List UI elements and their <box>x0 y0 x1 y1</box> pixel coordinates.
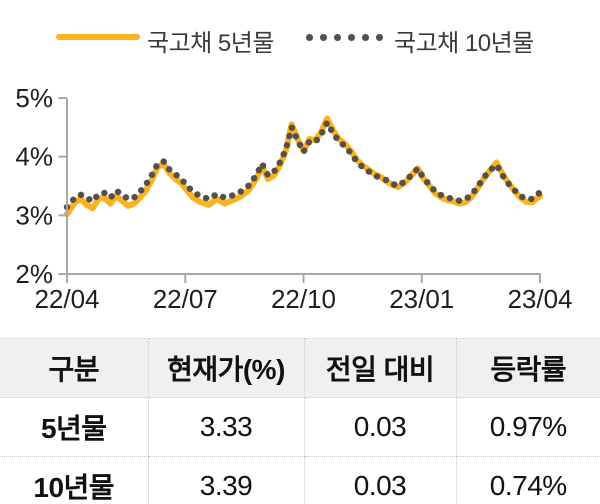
col-header-current-price: 현재가(%) <box>147 338 305 398</box>
day-change-value: 0.03 <box>303 456 457 504</box>
axis-labels: 5% 4% 3% 2%22/04 22/07 22/10 23/01 23/04 <box>15 83 572 314</box>
col-header-change-rate: 등락률 <box>455 338 600 398</box>
chart-series <box>63 115 544 218</box>
x-tick-label: 22/07 <box>153 284 218 314</box>
legend-10y-label: 국고채 10년물 <box>394 30 534 57</box>
legend-5y-label: 국고채 5년물 <box>147 30 274 57</box>
axis-lines <box>66 98 541 283</box>
yield-line-chart: 5% 4% 3% 2%22/04 22/07 22/10 23/01 23/04 <box>15 83 572 314</box>
legend-10y-dots-swatch <box>306 34 383 41</box>
y-tick-label: 2% <box>15 259 53 289</box>
table-row-5y: 5년물 3.33 0.03 0.97% <box>0 397 600 457</box>
row-label: 10년물 <box>0 456 149 504</box>
row-label: 5년물 <box>0 397 149 457</box>
change-rate-value: 0.97% <box>455 397 600 457</box>
x-tick-label: 23/01 <box>389 284 454 314</box>
x-tick-label: 22/04 <box>34 284 99 314</box>
current-price-value: 3.39 <box>147 456 305 504</box>
change-rate-value: 0.74% <box>455 456 600 504</box>
axis-ticks <box>58 97 541 283</box>
col-header-category: 구분 <box>0 338 149 398</box>
current-price-value: 3.33 <box>147 397 305 457</box>
y-tick-label: 4% <box>15 142 53 172</box>
col-header-day-change: 전일 대비 <box>303 338 457 398</box>
y-tick-label: 5% <box>15 83 53 113</box>
y-tick-label: 3% <box>15 200 53 230</box>
x-tick-label: 23/04 <box>507 284 572 314</box>
day-change-value: 0.03 <box>303 397 457 457</box>
chart-legend: 국고채 5년물 국고채 10년물 <box>0 20 600 57</box>
table-row-10y: 10년물 3.39 0.03 0.74% <box>0 456 600 504</box>
x-tick-label: 22/10 <box>271 284 336 314</box>
series-10y-dotted-line <box>63 119 544 211</box>
table-header-row: 구분 현재가(%) 전일 대비 등락률 <box>0 338 600 398</box>
bond-table: 구분 현재가(%) 전일 대비 등락률 5년물 3.33 0.03 0.97% … <box>0 338 600 504</box>
legend-5y-line-swatch <box>56 34 140 40</box>
series-5y-line <box>64 115 543 218</box>
